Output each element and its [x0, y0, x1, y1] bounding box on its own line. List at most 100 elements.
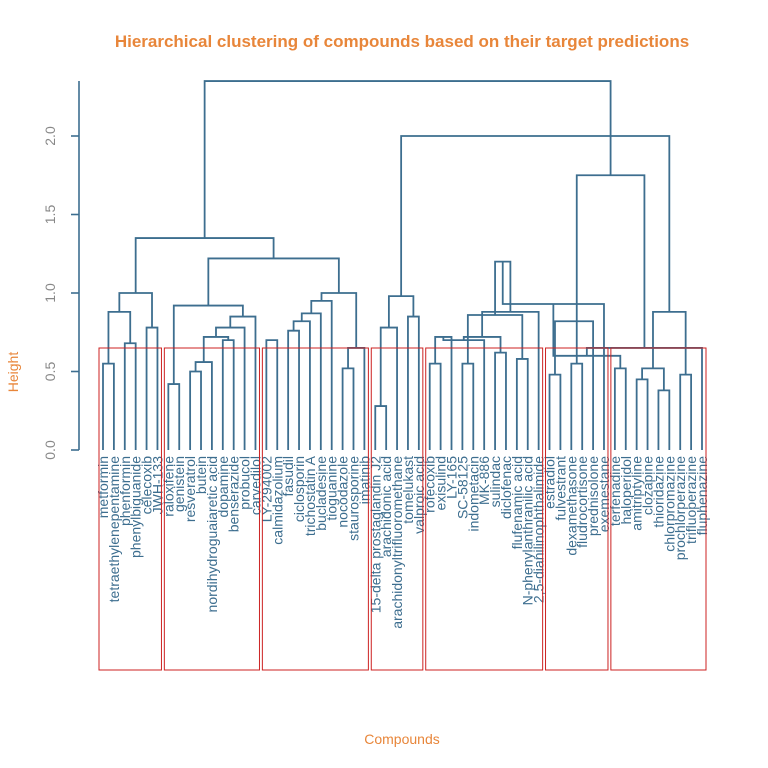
dendrogram-branch — [189, 370, 202, 450]
leaf-label: clozapine — [640, 456, 656, 515]
dendrogram-branch — [548, 373, 562, 450]
dendrogram-branch — [287, 329, 300, 450]
dendrogram-branch — [194, 361, 213, 450]
leaf-label: celecoxib — [139, 456, 155, 515]
leaf-label: fasudil — [280, 456, 296, 496]
leaf-label: arachidonic acid — [378, 456, 394, 557]
dendrogram-branch — [347, 347, 366, 450]
leaf-label: phenylbiguanide — [128, 456, 144, 558]
dendrogram-branch — [265, 339, 279, 450]
chart-title: Hierarchical clustering of compounds bas… — [115, 32, 689, 51]
dendrogram-branch — [552, 303, 622, 369]
leaf-label: LY-165 — [444, 456, 460, 499]
dendrogram-branch — [300, 312, 322, 450]
dendrogram-branches — [102, 80, 703, 450]
dendrogram-branch — [434, 336, 453, 450]
dendrogram-branch — [123, 342, 137, 450]
leaf-label: phenformin — [117, 456, 133, 526]
dendrogram-branch — [203, 80, 612, 239]
dendrogram-branch — [494, 351, 507, 450]
leaf-label: trichostatin A — [302, 455, 318, 536]
cluster-box — [98, 347, 162, 671]
leaf-label: prednisolone — [585, 456, 601, 536]
y-tick-label: 1.5 — [42, 205, 58, 225]
leaf-label: butein — [193, 456, 209, 494]
dendrogram-branch — [657, 389, 671, 450]
dendrogram-branch — [652, 310, 687, 375]
leaf-label: flufenamic acid — [509, 456, 525, 549]
dendrogram-branch — [570, 362, 584, 450]
cluster-box — [610, 347, 707, 671]
dendrogram-branch — [107, 310, 132, 364]
leaf-label: trifluoperazine — [683, 456, 699, 544]
leaf-label: dexamethasone — [563, 456, 579, 556]
leaf-label: sulindac — [487, 456, 503, 507]
leaf-label: nocodazole — [335, 456, 351, 528]
dendrogram-branch — [215, 326, 246, 450]
leaf-label: fluphenazine — [694, 456, 710, 536]
cluster-box — [545, 347, 609, 671]
dendrogram-branch — [461, 362, 475, 450]
dendrogram-branch — [428, 362, 442, 450]
leaf-label: diclofenac — [498, 456, 514, 519]
y-tick-label: 2.0 — [42, 126, 58, 146]
dendrogram-branch — [613, 367, 627, 450]
leaf-label: SC-58125 — [454, 456, 470, 519]
dendrogram-branch — [292, 320, 311, 450]
dendrogram-branch — [145, 326, 159, 450]
leaf-label: calmidazolium — [269, 456, 285, 545]
leaf-label: thioridazine — [650, 456, 666, 528]
leaf-label: benserazide — [226, 456, 242, 532]
leaf-label: resveratrol — [182, 456, 198, 522]
leaf-label: tioguanine — [324, 456, 340, 521]
dendrogram-branch — [400, 135, 671, 312]
dendrogram-branch — [407, 315, 420, 450]
leaf-label: tomelukast — [400, 456, 416, 524]
dendrogram-branch — [379, 326, 398, 450]
leaf-label: fludrocortisone — [574, 456, 590, 548]
y-tick-label: 0.0 — [42, 440, 58, 460]
y-axis-label: Height — [5, 352, 21, 393]
leaf-label: ciclosporin — [291, 456, 307, 522]
leaf-label: tetraethylenepentamine — [106, 456, 122, 603]
leaf-label: genistein — [171, 456, 187, 512]
dendrogram-branch — [679, 373, 693, 450]
dendrogram-branch — [387, 295, 415, 328]
dendrogram-branch — [341, 367, 355, 450]
dendrogram-branch — [575, 174, 646, 364]
dendrogram-branch — [118, 292, 153, 328]
y-tick-label: 1.0 — [42, 283, 58, 303]
leaf-label: exisulind — [433, 456, 449, 510]
cluster-box — [261, 347, 369, 671]
dendrogram-branch — [374, 405, 388, 450]
leaf-label: bucladesine — [313, 456, 329, 531]
x-axis-label: Compounds — [364, 731, 440, 747]
dendrogram-branch — [515, 358, 529, 450]
y-tick-label: 0.5 — [42, 362, 58, 382]
leaf-label: probucol — [237, 456, 253, 510]
cluster-boxes — [98, 347, 707, 671]
leaf-label: MK-886 — [476, 456, 492, 505]
dendrogram-branch — [207, 257, 340, 306]
cluster-box — [425, 347, 544, 671]
leaf-label: nordihydroguaiaretic acid — [204, 456, 220, 612]
leaf-label: indometacin — [465, 456, 481, 532]
y-axis: 0.0 0.5 1.0 1.5 2.0 — [42, 81, 80, 460]
cluster-box — [163, 347, 260, 671]
dendrogram-branch — [442, 336, 486, 450]
leaf-label: N-phenylanthranilic acid — [520, 456, 536, 605]
leaf-label: fulvestrant — [552, 456, 568, 521]
dendrogram-branch — [221, 339, 235, 450]
leaf-label: staurosporine — [345, 456, 361, 541]
dendrogram-branch — [102, 362, 115, 450]
dendrogram-branch — [134, 237, 275, 293]
dendrogram-branch — [481, 310, 540, 450]
leaf-label: haloperidol — [618, 456, 634, 525]
cluster-box — [370, 347, 424, 671]
leaf-label: arachidonyltrifluoromethane — [389, 456, 405, 629]
leaf-label: chlorpromazine — [661, 456, 677, 552]
leaf-label: prochlorperazine — [672, 456, 688, 560]
dendrogram-branch — [167, 383, 181, 450]
leaf-label: amitriptyline — [629, 456, 645, 531]
